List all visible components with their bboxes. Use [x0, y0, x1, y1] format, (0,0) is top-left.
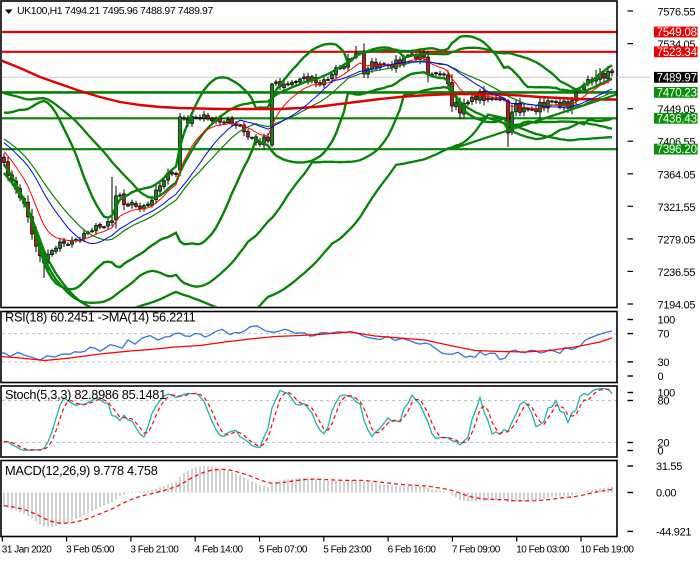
- svg-text:7 Feb 09:00: 7 Feb 09:00: [452, 544, 501, 555]
- svg-text:5 Feb 07:00: 5 Feb 07:00: [259, 544, 308, 555]
- svg-text:7549.08: 7549.08: [657, 27, 697, 39]
- svg-text:3 Feb 21:00: 3 Feb 21:00: [130, 544, 179, 555]
- svg-text:6 Feb 16:00: 6 Feb 16:00: [388, 544, 437, 555]
- svg-text:Stoch(5,3,3) 82.8986 85.1481: Stoch(5,3,3) 82.8986 85.1481: [5, 387, 166, 402]
- svg-text:4 Feb 14:00: 4 Feb 14:00: [195, 544, 244, 555]
- svg-text:7576.55: 7576.55: [658, 7, 696, 19]
- svg-text:7279.05: 7279.05: [658, 234, 696, 246]
- svg-text:30: 30: [658, 357, 670, 369]
- svg-text:7194.05: 7194.05: [658, 300, 696, 312]
- svg-text:RSI(18) 60.2451 ->MA(14) 56.2: RSI(18) 60.2451 ->MA(14) 56.2211: [5, 310, 196, 325]
- svg-text:10 Feb 03:00: 10 Feb 03:00: [516, 544, 570, 555]
- svg-text:20: 20: [658, 438, 670, 450]
- svg-text:5 Feb 23:00: 5 Feb 23:00: [323, 544, 372, 555]
- svg-text:7396.20: 7396.20: [657, 144, 697, 156]
- svg-text:7236.55: 7236.55: [658, 267, 696, 279]
- svg-text:31 Jan 2020: 31 Jan 2020: [2, 544, 52, 555]
- svg-text:31.55: 31.55: [656, 461, 682, 473]
- svg-text:0.00: 0.00: [656, 488, 676, 500]
- svg-text:0: 0: [658, 446, 664, 458]
- svg-text:0: 0: [658, 371, 664, 383]
- svg-text:7523.34: 7523.34: [657, 47, 698, 59]
- svg-text:80: 80: [658, 396, 670, 408]
- svg-text:100: 100: [658, 388, 676, 400]
- svg-text:UK100,H1 7494.21 7495.96 7488: UK100,H1 7494.21 7495.96 7488.97 7489.97: [17, 5, 213, 17]
- svg-text:MACD(12,26,9) 9.778 4.758: MACD(12,26,9) 9.778 4.758: [5, 463, 158, 478]
- svg-text:7489.97: 7489.97: [657, 72, 697, 84]
- svg-text:70: 70: [658, 329, 670, 341]
- svg-text:10 Feb 19:00: 10 Feb 19:00: [581, 544, 635, 555]
- svg-text:7436.43: 7436.43: [657, 113, 697, 125]
- svg-text:3 Feb 05:00: 3 Feb 05:00: [66, 544, 115, 555]
- svg-text:7321.55: 7321.55: [658, 202, 696, 214]
- svg-text:100: 100: [658, 315, 676, 327]
- svg-text:7364.05: 7364.05: [658, 169, 696, 181]
- svg-text:7470.23: 7470.23: [657, 88, 697, 100]
- svg-text:-44.921: -44.921: [656, 526, 691, 538]
